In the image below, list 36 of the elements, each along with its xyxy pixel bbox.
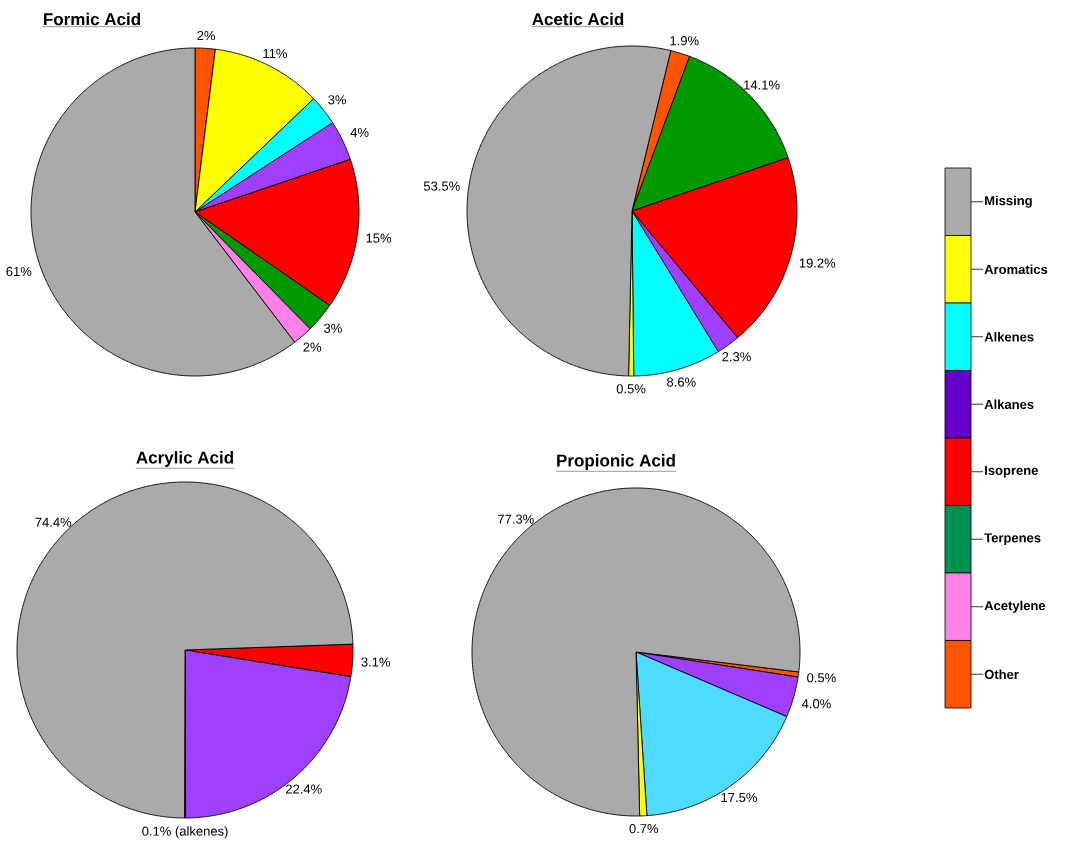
data-label: 8.6% [667, 377, 696, 387]
category-label: Acetylene [984, 600, 1046, 613]
category-label: Alkanes [984, 399, 1034, 410]
category-label: Missing [985, 195, 1032, 208]
category-label: Isoprene [985, 465, 1038, 478]
category-label: Aromatics [984, 264, 1048, 275]
category-label: Terpenes [984, 533, 1041, 546]
data-label: 0.5% [616, 384, 646, 394]
data-label: 0.1% (alkenes) [142, 826, 228, 839]
data-label: 3.1% [361, 657, 391, 667]
chart-title: Acrylic Acid [136, 451, 233, 467]
data-label: 1.9% [670, 36, 699, 46]
data-label: 77.3% [498, 514, 534, 524]
chart-title: Acetic Acid [532, 12, 624, 26]
data-label: 15% [366, 233, 392, 243]
data-label: 2.3% [722, 352, 751, 362]
data-label: 22.4% [285, 784, 322, 794]
data-label: 61% [6, 266, 32, 277]
category-label: Other [984, 669, 1019, 680]
data-label: 4% [350, 127, 369, 138]
data-label: 4.0% [801, 699, 831, 709]
data-label: 2% [197, 30, 215, 41]
data-label: 0.5% [807, 673, 836, 683]
data-label: 11% [263, 48, 287, 58]
category-label: Alkenes [984, 331, 1034, 342]
data-label: 53.5% [423, 181, 460, 191]
chart-title: Propionic Acid [557, 454, 675, 470]
chart-title: Formic Acid [44, 12, 140, 26]
data-label: 3% [328, 95, 347, 105]
data-label: 0.7% [629, 824, 659, 834]
data-label: 3% [323, 323, 342, 333]
data-label: 19.2% [799, 258, 836, 268]
data-label: 17.5% [721, 792, 757, 803]
data-label: 2% [303, 342, 322, 352]
data-label: 74.4% [35, 517, 72, 527]
data-label: 14.1% [744, 80, 780, 90]
